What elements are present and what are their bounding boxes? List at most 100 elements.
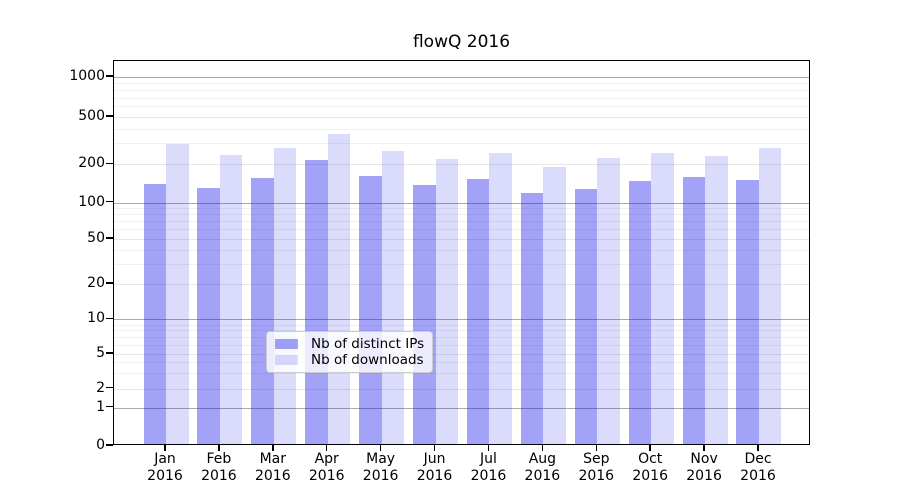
- x-axis-tick: [487, 445, 490, 451]
- x-axis-tick-label: Mar 2016: [241, 451, 305, 485]
- bar-distinct-ips: [197, 187, 220, 444]
- legend-label-distinct-ips: Nb of distinct IPs: [311, 336, 425, 352]
- y-axis-tick-label: 0: [96, 437, 105, 453]
- y-axis-tick-label: 100: [78, 193, 105, 210]
- x-tick-year: 2016: [686, 468, 722, 484]
- y-axis-tick-label: 5: [96, 345, 105, 361]
- y-axis-tick: [106, 352, 113, 354]
- gridline-minor: [114, 264, 809, 266]
- x-tick-year: 2016: [254, 468, 291, 484]
- x-axis-tick-label: May 2016: [349, 451, 413, 485]
- x-tick-month: May: [366, 451, 396, 467]
- y-axis-tick: [106, 387, 113, 389]
- x-axis-tick-label: Nov 2016: [672, 451, 736, 485]
- gridline: [114, 388, 809, 390]
- bar-distinct-ips: [251, 178, 274, 444]
- x-tick-year: 2016: [147, 468, 183, 484]
- bar-downloads: [273, 147, 297, 444]
- x-axis-tick-label: Feb 2016: [187, 451, 251, 485]
- bar-downloads: [166, 144, 189, 444]
- x-tick-month: Dec: [744, 451, 772, 467]
- bar-distinct-ips: [520, 192, 544, 444]
- bar-distinct-ips: [143, 184, 166, 444]
- bar-downloads: [219, 154, 243, 444]
- x-axis-tick-label: Jul 2016: [456, 451, 520, 485]
- gridline-minor: [114, 83, 809, 85]
- x-tick-month: Oct: [638, 451, 663, 467]
- y-axis-tick: [106, 406, 113, 408]
- x-axis-tick: [326, 445, 328, 451]
- gridline-minor: [114, 373, 809, 375]
- x-tick-month: Jun: [423, 451, 446, 467]
- bar-downloads: [381, 151, 405, 444]
- x-tick-year: 2016: [201, 468, 237, 484]
- chart-title: flowQ 2016: [412, 32, 511, 52]
- x-tick-month: Sep: [583, 451, 610, 467]
- y-axis-tick: [106, 444, 113, 446]
- gridline-decade: [114, 319, 809, 321]
- gridline-minor: [114, 221, 809, 223]
- y-axis-tick: [106, 201, 113, 203]
- x-tick-year: 2016: [524, 468, 561, 484]
- gridline-minor: [114, 330, 809, 332]
- x-tick-year: 2016: [416, 468, 453, 484]
- x-tick-year: 2016: [362, 468, 399, 484]
- bar-distinct-ips: [682, 176, 706, 444]
- gridline-decade: [114, 407, 809, 409]
- x-tick-month: Feb: [206, 451, 232, 467]
- x-axis-tick: [595, 445, 597, 451]
- x-axis-tick: [703, 445, 705, 451]
- y-axis-tick-label: 500: [78, 108, 105, 124]
- gridline: [114, 284, 809, 285]
- gridline-minor: [114, 337, 809, 339]
- bar-downloads: [651, 153, 674, 444]
- plot-area: [113, 60, 810, 445]
- x-tick-year: 2016: [632, 468, 668, 484]
- x-axis-tick-label: Jan 2016: [133, 451, 197, 485]
- bar-distinct-ips: [359, 176, 382, 444]
- x-tick-month: Mar: [259, 451, 287, 467]
- gridline-minor: [114, 89, 809, 91]
- x-axis-tick: [164, 445, 166, 451]
- x-tick-month: Jan: [154, 451, 176, 467]
- x-axis-tick-label: Aug 2016: [510, 451, 574, 485]
- bar-distinct-ips: [736, 180, 759, 444]
- x-axis-tick-label: Dec 2016: [726, 451, 790, 485]
- y-axis-tick: [106, 282, 113, 284]
- y-axis-tick: [106, 75, 113, 77]
- x-axis-tick: [541, 445, 544, 451]
- legend-item-downloads: Nb of downloads: [275, 352, 424, 368]
- gridline: [114, 164, 809, 166]
- gridline: [114, 239, 809, 240]
- x-tick-month: Aug: [528, 451, 557, 467]
- x-tick-year: 2016: [578, 468, 615, 484]
- gridline-minor: [114, 229, 809, 231]
- gridline-minor: [114, 128, 809, 130]
- legend-item-distinct-ips: Nb of distinct IPs: [275, 336, 424, 352]
- bar-downloads: [327, 134, 351, 444]
- gridline-decade: [114, 202, 809, 204]
- gridline-minor: [114, 214, 809, 216]
- x-axis-tick: [757, 445, 759, 451]
- x-axis-tick-label: Jun 2016: [403, 451, 467, 485]
- y-axis-tick-label: 1000: [69, 68, 105, 84]
- y-axis-tick: [106, 237, 113, 239]
- y-axis-tick: [106, 115, 113, 117]
- x-axis-tick: [379, 445, 382, 451]
- y-axis-tick-label: 20: [87, 275, 105, 291]
- y-axis-tick-label: 1: [96, 398, 105, 415]
- bar-distinct-ips: [413, 184, 436, 444]
- y-axis-tick: [106, 162, 113, 164]
- bar-downloads: [543, 166, 566, 444]
- gridline: [114, 354, 809, 355]
- x-tick-month: Nov: [690, 451, 718, 467]
- bar-downloads: [435, 158, 459, 444]
- y-axis-tick-label: 50: [87, 230, 105, 246]
- y-axis-tick-label: 10: [87, 310, 105, 327]
- x-axis-tick: [218, 445, 220, 451]
- x-tick-year: 2016: [740, 468, 776, 484]
- gridline-minor: [114, 106, 809, 108]
- bar-distinct-ips: [628, 180, 652, 444]
- bar-distinct-ips: [466, 179, 490, 444]
